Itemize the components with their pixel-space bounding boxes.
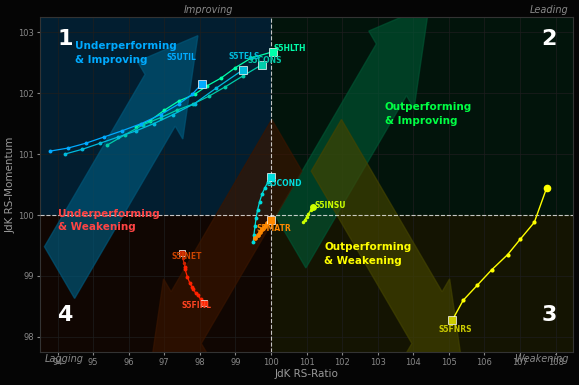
Text: 1: 1: [57, 29, 73, 49]
Text: S5UTIL: S5UTIL: [166, 53, 196, 62]
Polygon shape: [276, 5, 429, 268]
Text: S5INSU: S5INSU: [314, 201, 346, 210]
Text: S5TELS: S5TELS: [228, 52, 260, 61]
Text: Improving: Improving: [184, 5, 233, 15]
Text: Outperforming
& Improving: Outperforming & Improving: [385, 102, 472, 126]
Polygon shape: [148, 119, 302, 382]
Text: S5FNRS: S5FNRS: [439, 325, 472, 334]
Text: 3: 3: [541, 305, 557, 325]
Text: Underperforming
& Improving: Underperforming & Improving: [75, 42, 177, 65]
X-axis label: JdK RS-Ratio: JdK RS-Ratio: [274, 370, 339, 380]
Text: S5FINL: S5FINL: [181, 301, 211, 310]
Text: Underperforming
& Weakening: Underperforming & Weakening: [57, 209, 159, 232]
Text: S5CONS: S5CONS: [248, 56, 283, 65]
Text: Outperforming
& Weakening: Outperforming & Weakening: [324, 243, 412, 266]
Text: S5INET: S5INET: [171, 252, 202, 261]
Polygon shape: [312, 119, 465, 382]
Text: S5MATR: S5MATR: [257, 224, 292, 233]
Text: S5HLTH: S5HLTH: [274, 44, 306, 52]
Text: Weakening: Weakening: [514, 354, 568, 364]
Polygon shape: [40, 17, 271, 215]
Text: 4: 4: [57, 305, 73, 325]
Polygon shape: [45, 36, 198, 298]
Text: Lagging: Lagging: [45, 354, 84, 364]
Text: Leading: Leading: [529, 5, 568, 15]
Text: S5COND: S5COND: [267, 179, 302, 188]
Polygon shape: [271, 17, 573, 215]
Text: 2: 2: [541, 29, 557, 49]
Polygon shape: [40, 215, 271, 352]
Polygon shape: [271, 215, 573, 352]
Y-axis label: JdK RS-Momentum: JdK RS-Momentum: [6, 136, 16, 233]
